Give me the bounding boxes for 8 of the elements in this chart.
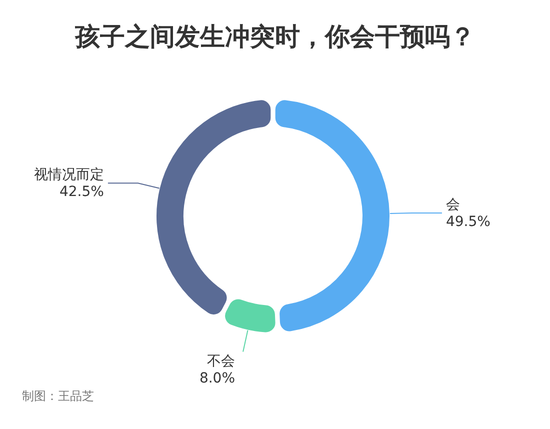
slice-label: 视情况而定 <box>34 167 104 184</box>
data-label: 49.5% <box>446 214 490 230</box>
data-label: 42.5% <box>59 184 104 200</box>
chart-title: 孩子之间发生冲突时，你会干预吗？ <box>74 22 475 51</box>
slice-label: 不会 <box>207 354 236 370</box>
data-label: 8.0% <box>199 370 236 387</box>
text: 制图：王品芝 <box>22 389 94 403</box>
slice-label: 会 <box>446 196 460 213</box>
